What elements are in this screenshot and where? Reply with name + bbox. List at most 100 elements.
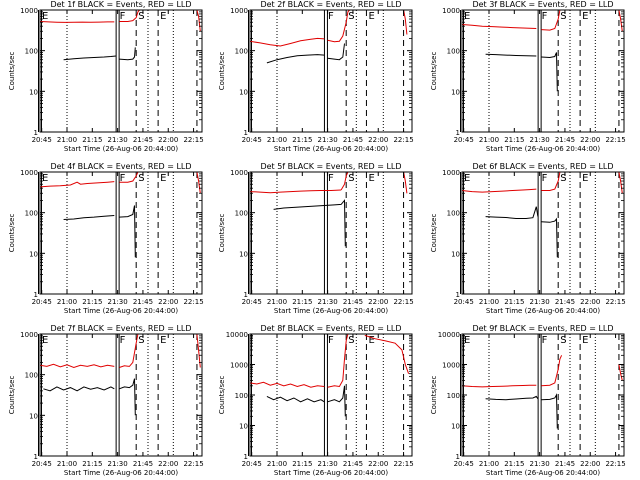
x-tick-label: 22:15 — [393, 460, 413, 468]
plot-frame — [249, 333, 413, 457]
chart-panel-8: Det 8f BLACK = Events, RED = LLD F S E 20:45… — [218, 324, 414, 477]
event-marker-label: E — [42, 173, 48, 184]
y-tick-label: 10000 — [226, 331, 248, 339]
events-series-line — [119, 205, 136, 258]
lld-series-line — [39, 363, 115, 369]
x-axis-label: Start Time (26-Aug-06 20:44:00) — [274, 469, 388, 477]
y-tick-label: 1 — [456, 453, 460, 461]
x-tick-label: 22:00 — [368, 460, 388, 468]
x-tick-label: 22:00 — [158, 460, 178, 468]
x-tick-label: 21:45 — [555, 460, 575, 468]
event-marker-label: F — [328, 335, 334, 346]
chart-title: Det 3f BLACK = Events, RED = LLD — [472, 0, 613, 9]
lld-series-line — [461, 188, 537, 193]
lld-series-line — [196, 333, 201, 368]
x-axis-label: Start Time (26-Aug-06 20:44:00) — [64, 469, 178, 477]
x-tick-label: 21:45 — [343, 460, 363, 468]
event-marker-label: S — [138, 11, 144, 22]
lld-series-line — [618, 9, 623, 32]
x-tick-label: 20:45 — [454, 298, 474, 306]
x-axis-label: Start Time (26-Aug-06 20:44:00) — [274, 145, 388, 153]
x-tick-label: 21:00 — [479, 298, 499, 306]
lld-series-line — [461, 384, 537, 388]
event-marker-label: S — [138, 173, 144, 184]
y-tick-label: 10 — [239, 423, 248, 431]
lld-series-line — [327, 9, 350, 43]
events-series-line — [541, 217, 558, 258]
x-tick-label: 20:45 — [242, 460, 262, 468]
y-axis-label: Counts/sec — [430, 52, 438, 91]
event-marker-label: E — [368, 11, 374, 22]
y-tick-label: 1000 — [230, 362, 248, 370]
x-tick-label: 21:45 — [555, 136, 575, 144]
y-tick-label: 100 — [25, 48, 38, 56]
x-tick-label: 21:30 — [530, 460, 550, 468]
x-tick-label: 21:45 — [343, 136, 363, 144]
lld-series-line — [618, 171, 623, 194]
event-marker-label: E — [582, 11, 588, 22]
events-series-line — [541, 393, 558, 429]
events-series-line — [327, 385, 346, 417]
y-tick-label: 10 — [29, 88, 38, 96]
chart-panel-5: Det 5f BLACK = Events, RED = LLD F S E 20:45… — [218, 162, 414, 315]
plot-frame — [39, 333, 203, 457]
events-series-line — [327, 43, 345, 61]
events-series-line — [63, 215, 115, 220]
chart-title: Det 5f BLACK = Events, RED = LLD — [260, 162, 401, 171]
x-tick-label: 21:15 — [82, 460, 102, 468]
x-tick-label: 21:15 — [292, 298, 312, 306]
x-axis-label: Start Time (26-Aug-06 20:44:00) — [486, 307, 600, 315]
x-tick-label: 21:30 — [530, 298, 550, 306]
x-axis-label: Start Time (26-Aug-06 20:44:00) — [274, 307, 388, 315]
y-tick-label: 100 — [25, 210, 38, 218]
x-tick-label: 22:15 — [605, 136, 625, 144]
y-tick-label: 100 — [25, 372, 38, 380]
event-marker-label: F — [120, 335, 126, 346]
x-tick-label: 21:30 — [108, 460, 128, 468]
y-tick-label: 10000 — [438, 331, 460, 339]
chart-title: Det 1f BLACK = Events, RED = LLD — [50, 0, 191, 9]
event-marker-label: S — [560, 173, 566, 184]
y-tick-label: 10 — [239, 88, 248, 96]
chart-title: Det 9f BLACK = Events, RED = LLD — [472, 324, 613, 333]
y-tick-label: 1000 — [20, 7, 38, 15]
event-marker-label: E — [464, 173, 470, 184]
x-tick-label: 22:15 — [183, 460, 203, 468]
event-marker-label: S — [348, 173, 354, 184]
x-tick-label: 20:45 — [32, 298, 52, 306]
y-tick-label: 10 — [451, 250, 460, 258]
event-marker-label: S — [560, 335, 566, 346]
y-axis-label: Counts/sec — [8, 52, 16, 91]
x-tick-label: 22:00 — [368, 136, 388, 144]
lld-series-line — [403, 9, 408, 35]
event-marker-label: S — [560, 11, 566, 22]
chart-title: Det 2f BLACK = Events, RED = LLD — [260, 0, 401, 9]
chart-title: Det 8f BLACK = Events, RED = LLD — [260, 324, 401, 333]
x-tick-label: 21:15 — [82, 298, 102, 306]
x-tick-label: 22:15 — [605, 298, 625, 306]
event-marker-label: E — [160, 173, 166, 184]
lld-series-line — [541, 355, 563, 387]
lld-series-line — [249, 381, 325, 388]
event-marker-label: E — [582, 335, 588, 346]
lld-series-line — [327, 333, 349, 388]
lld-series-line — [39, 21, 115, 23]
lld-series-line — [340, 171, 349, 191]
events-series-line — [541, 52, 558, 92]
event-marker-label: F — [120, 11, 126, 22]
x-tick-label: 21:45 — [133, 136, 153, 144]
x-tick-label: 21:15 — [292, 136, 312, 144]
x-tick-label: 21:00 — [57, 460, 77, 468]
x-tick-label: 22:00 — [368, 298, 388, 306]
y-tick-label: 1 — [34, 129, 38, 137]
x-tick-label: 21:00 — [479, 460, 499, 468]
x-tick-label: 20:45 — [242, 298, 262, 306]
y-tick-label: 1 — [456, 129, 460, 137]
x-tick-label: 21:30 — [530, 136, 550, 144]
x-axis-label: Start Time (26-Aug-06 20:44:00) — [486, 469, 600, 477]
x-tick-label: 22:00 — [580, 136, 600, 144]
lld-series-line — [196, 171, 201, 194]
event-marker-label: F — [120, 173, 126, 184]
x-tick-label: 22:00 — [580, 298, 600, 306]
